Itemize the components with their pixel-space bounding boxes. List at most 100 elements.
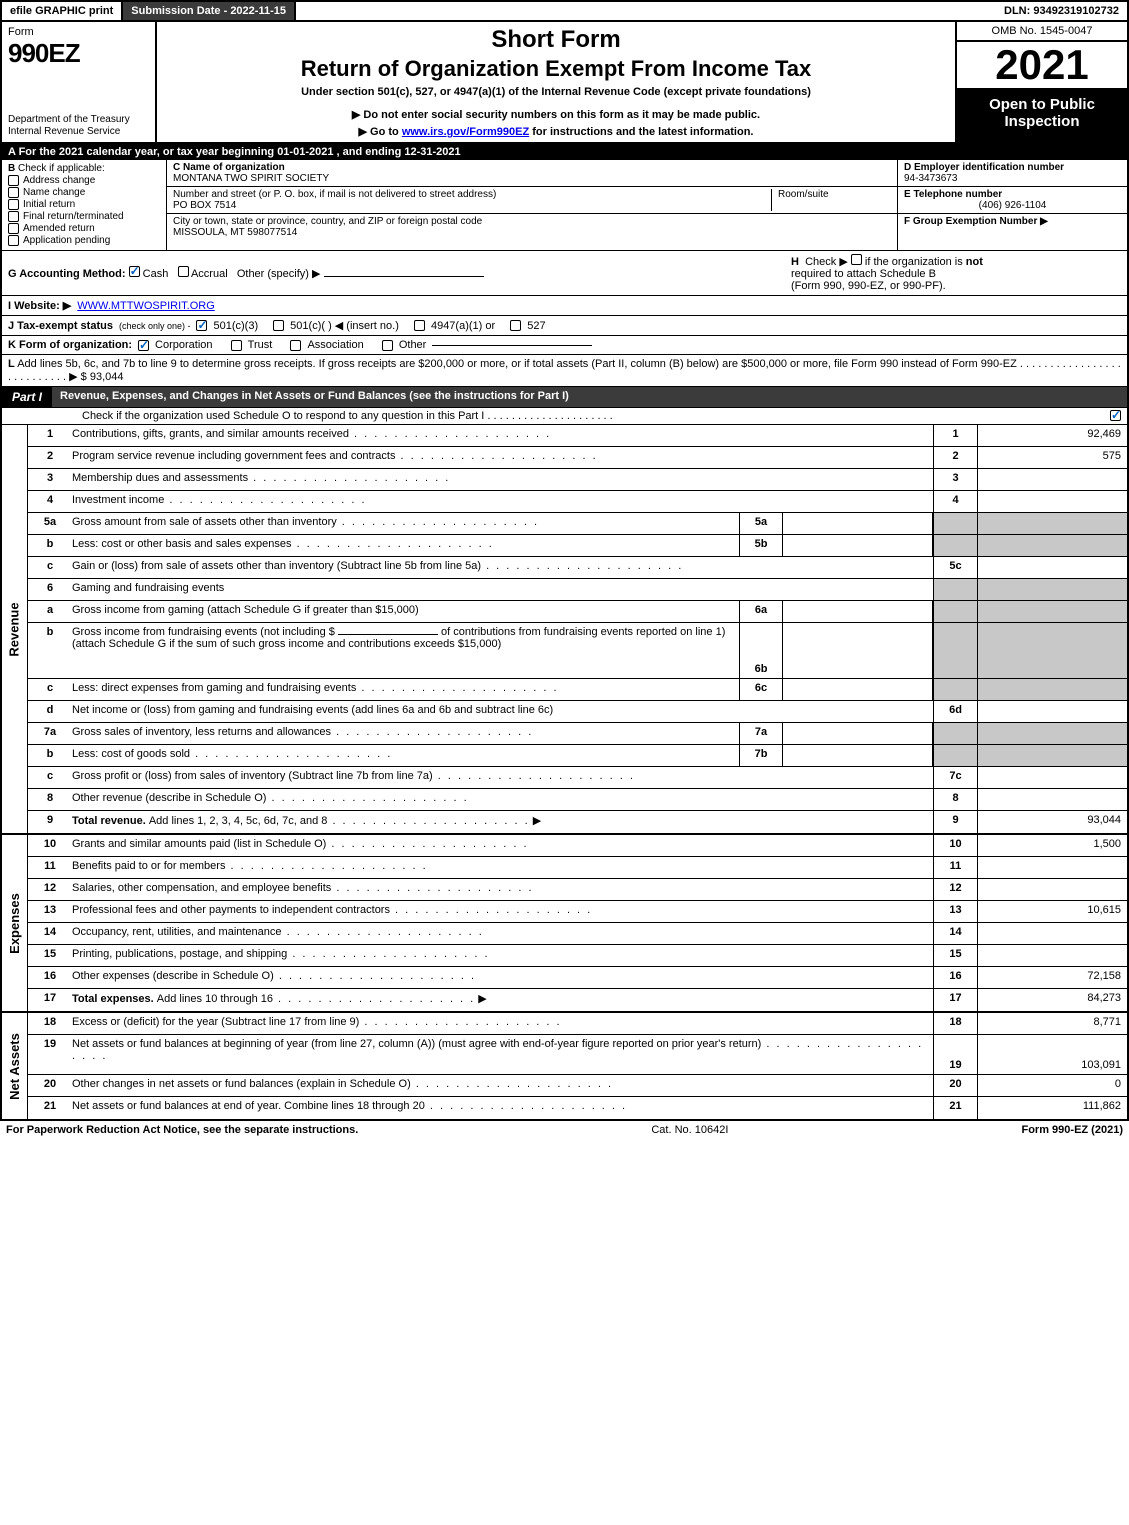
chk-name-change[interactable]: Name change <box>8 187 160 198</box>
line-desc: Salaries, other compensation, and employ… <box>72 882 331 894</box>
row-a-period: A For the 2021 calendar year, or tax yea… <box>0 144 1129 160</box>
checkbox-501c-icon <box>273 320 284 331</box>
revenue-section: Revenue 1Contributions, gifts, grants, a… <box>0 425 1129 835</box>
efile-label[interactable]: efile GRAPHIC print <box>2 2 123 20</box>
line-desc: Gain or (loss) from sale of assets other… <box>72 560 481 572</box>
chk-address-change[interactable]: Address change <box>8 175 160 186</box>
line-rnum: 21 <box>933 1097 977 1119</box>
go-to-post: for instructions and the latest informat… <box>529 126 753 138</box>
line-1: 1Contributions, gifts, grants, and simil… <box>28 425 1127 447</box>
dots-icon <box>282 926 484 938</box>
line-rnum: 2 <box>933 447 977 468</box>
line-num: 7a <box>28 723 72 744</box>
part1-title: Revenue, Expenses, and Changes in Net As… <box>52 387 1127 407</box>
chk-label: Final return/terminated <box>23 211 124 222</box>
line-num: 12 <box>28 879 72 900</box>
dots-icon <box>481 560 683 572</box>
line-desc: Gross profit or (loss) from sales of inv… <box>72 770 433 782</box>
line-rnum: 7c <box>933 767 977 788</box>
irs-link[interactable]: www.irs.gov/Form990EZ <box>402 126 529 138</box>
c-city-row: City or town, state or province, country… <box>167 214 897 240</box>
line-desc-bold: Total revenue. <box>72 815 149 827</box>
chk-application-pending[interactable]: Application pending <box>8 235 160 246</box>
chk-final-return[interactable]: Final return/terminated <box>8 211 160 222</box>
j-4947: 4947(a)(1) or <box>431 320 495 332</box>
expenses-side-label: Expenses <box>2 835 28 1011</box>
open-public-badge: Open to Public Inspection <box>957 90 1127 142</box>
line-value <box>977 701 1127 722</box>
sub-value <box>783 745 933 766</box>
header-center: Short Form Return of Organization Exempt… <box>157 22 957 142</box>
line-rnum: 6d <box>933 701 977 722</box>
header-right: OMB No. 1545-0047 2021 Open to Public In… <box>957 22 1127 142</box>
line-rnum: 16 <box>933 967 977 988</box>
column-c: C Name of organization MONTANA TWO SPIRI… <box>167 160 897 250</box>
shade-cell <box>977 513 1127 534</box>
chk-label: Initial return <box>23 199 75 210</box>
sub-value <box>783 679 933 700</box>
dots-icon <box>395 450 597 462</box>
chk-amended-return[interactable]: Amended return <box>8 223 160 234</box>
shade-cell <box>977 535 1127 556</box>
line-4: 4Investment income4 <box>28 491 1127 513</box>
dept-treasury: Department of the Treasury Internal Reve… <box>8 114 149 138</box>
line-value: 84,273 <box>977 989 1127 1011</box>
line-rnum: 12 <box>933 879 977 900</box>
dots-icon <box>433 770 635 782</box>
line-value: 8,771 <box>977 1013 1127 1034</box>
checkbox-icon <box>8 223 19 234</box>
sub-num: 5a <box>739 513 783 534</box>
line-desc-bold: Total expenses. <box>72 993 157 1005</box>
tax-year: 2021 <box>957 42 1127 90</box>
line-6d: dNet income or (loss) from gaming and fu… <box>28 701 1127 723</box>
line-num: 21 <box>28 1097 72 1119</box>
line-rnum: 11 <box>933 857 977 878</box>
line-12: 12Salaries, other compensation, and empl… <box>28 879 1127 901</box>
shade-cell <box>933 745 977 766</box>
checkbox-527-icon <box>510 320 521 331</box>
line-value: 92,469 <box>977 425 1127 446</box>
dots-icon <box>327 815 529 827</box>
line-num: b <box>28 535 72 556</box>
chk-initial-return[interactable]: Initial return <box>8 199 160 210</box>
part1-dots: . . . . . . . . . . . . . . . . . . . . … <box>487 410 612 422</box>
checkbox-assoc-icon <box>290 340 301 351</box>
line-num: 18 <box>28 1013 72 1034</box>
part1-label: Part I <box>2 387 52 407</box>
line-value <box>977 789 1127 810</box>
line-desc: Other revenue (describe in Schedule O) <box>72 792 266 804</box>
dots-icon <box>326 838 528 850</box>
j-527: 527 <box>527 320 545 332</box>
line-num: 3 <box>28 469 72 490</box>
line-desc: Membership dues and assessments <box>72 472 248 484</box>
b-check-if: Check if applicable: <box>18 163 105 174</box>
line-num: 11 <box>28 857 72 878</box>
line-num: 13 <box>28 901 72 922</box>
line-18: 18Excess or (deficit) for the year (Subt… <box>28 1013 1127 1035</box>
line-rnum: 18 <box>933 1013 977 1034</box>
line-desc: Grants and similar amounts paid (list in… <box>72 838 326 850</box>
line-rnum: 15 <box>933 945 977 966</box>
dots-icon <box>331 882 533 894</box>
expenses-section: Expenses 10 Grants and similar amounts pa… <box>0 835 1129 1013</box>
k-trust: Trust <box>248 339 273 351</box>
row-g-h: G Accounting Method: Cash Accrual Other … <box>0 251 1129 296</box>
revenue-label-text: Revenue <box>7 602 22 656</box>
expenses-label-text: Expenses <box>7 893 22 954</box>
line-value <box>977 923 1127 944</box>
website-link[interactable]: WWW.MTTWOSPIRIT.ORG <box>77 300 214 312</box>
line-rnum: 10 <box>933 835 977 856</box>
shade-cell <box>977 745 1127 766</box>
line-rnum: 4 <box>933 491 977 512</box>
dots-icon <box>331 726 533 738</box>
dots-icon <box>425 1100 627 1112</box>
line-9: 9Total revenue. Add lines 1, 2, 3, 4, 5c… <box>28 811 1127 833</box>
do-not-enter-text: ▶ Do not enter social security numbers o… <box>165 108 947 121</box>
line-3: 3Membership dues and assessments3 <box>28 469 1127 491</box>
city-value: MISSOULA, MT 598077514 <box>173 227 297 238</box>
line-5a: 5aGross amount from sale of assets other… <box>28 513 1127 535</box>
line-desc: Printing, publications, postage, and shi… <box>72 948 287 960</box>
h-text3: required to attach Schedule B <box>791 268 936 280</box>
chk-label: Amended return <box>23 223 95 234</box>
line-num: 16 <box>28 967 72 988</box>
